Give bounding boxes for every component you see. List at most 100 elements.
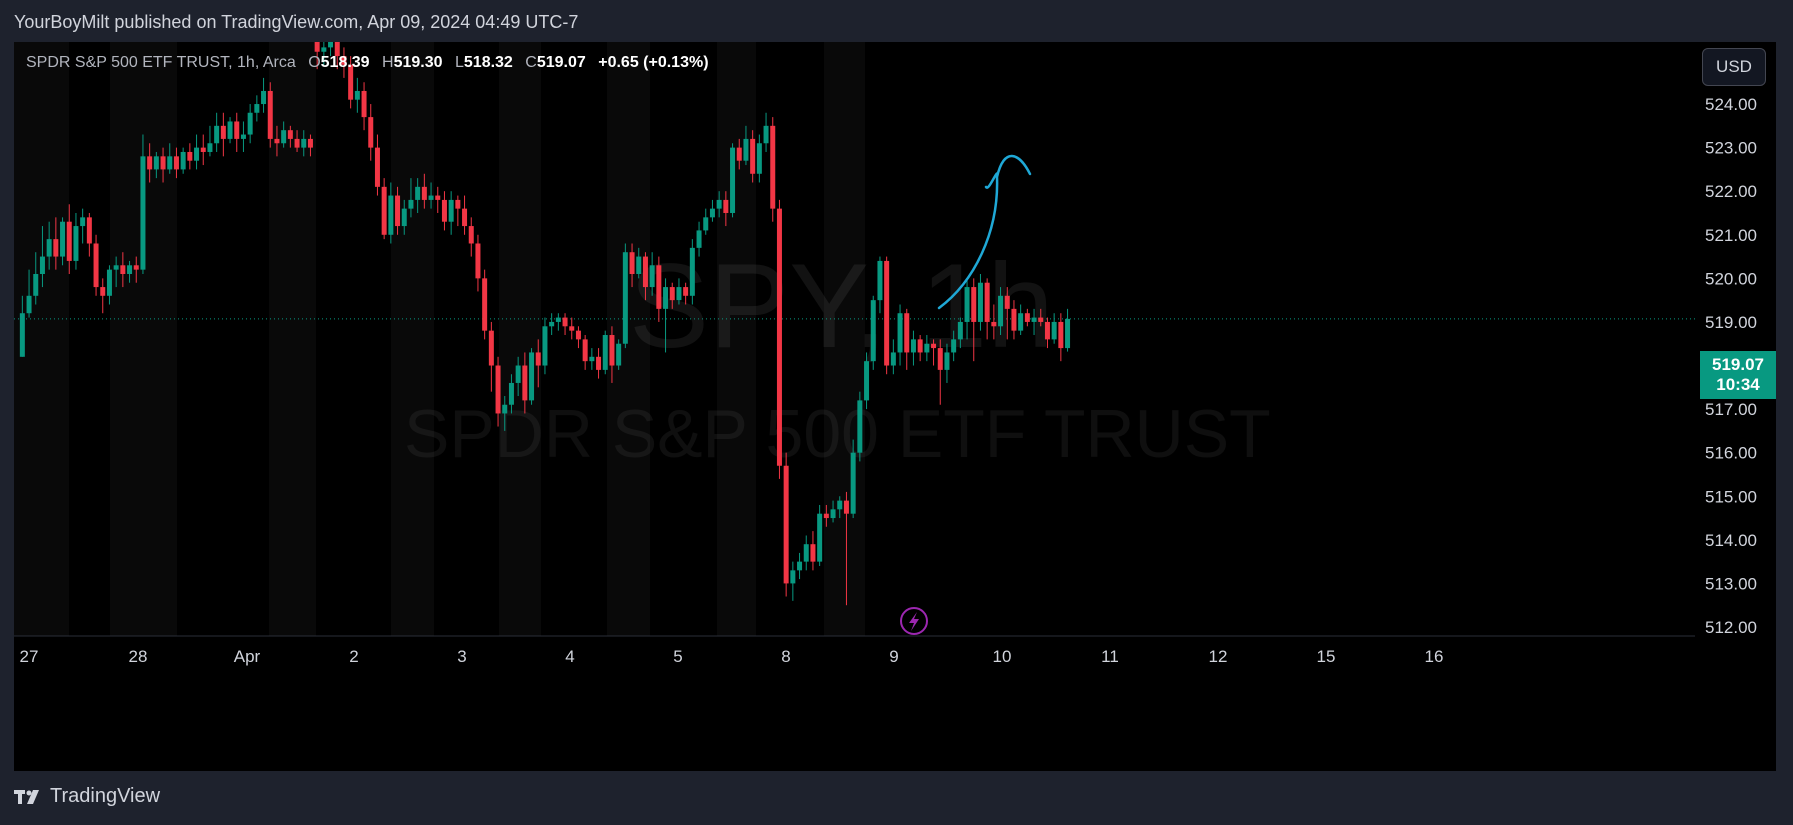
candle bbox=[736, 138, 742, 170]
candle bbox=[294, 130, 300, 152]
candle bbox=[214, 112, 220, 152]
candle-body bbox=[354, 90, 360, 100]
legend-symbol: SPDR S&P 500 ETF TRUST, 1h, Arca bbox=[26, 54, 296, 71]
candle-body bbox=[529, 352, 535, 401]
symbol-legend[interactable]: SPDR S&P 500 ETF TRUST, 1h, Arca O518.39… bbox=[26, 54, 709, 72]
candle bbox=[120, 252, 126, 288]
candle bbox=[502, 396, 508, 431]
candle bbox=[669, 282, 675, 309]
candle bbox=[897, 304, 903, 366]
candle bbox=[864, 352, 870, 410]
candle-body bbox=[428, 195, 434, 200]
candle bbox=[837, 496, 843, 519]
candle bbox=[904, 308, 910, 370]
legend-high: 519.30 bbox=[393, 54, 443, 71]
candle bbox=[314, 42, 320, 70]
price-tick-label: 520.00 bbox=[1705, 269, 1757, 288]
candle-body bbox=[388, 195, 394, 235]
price-tick-label: 524.00 bbox=[1705, 95, 1757, 114]
candle bbox=[247, 104, 253, 144]
candle bbox=[1004, 287, 1010, 340]
candle bbox=[401, 199, 407, 235]
candle-body bbox=[415, 186, 421, 200]
candle bbox=[408, 178, 414, 218]
candle bbox=[1065, 308, 1071, 352]
candle-body bbox=[46, 239, 52, 257]
legend-change: +0.65 (+0.13%) bbox=[598, 54, 709, 71]
candle bbox=[823, 504, 829, 527]
candle bbox=[287, 125, 293, 148]
candle-body bbox=[267, 90, 273, 139]
candle bbox=[73, 212, 79, 270]
candle bbox=[964, 278, 970, 340]
candle-body bbox=[1031, 317, 1037, 322]
candle bbox=[200, 134, 206, 166]
publish-line: YourBoyMilt published on TradingView.com… bbox=[14, 12, 579, 32]
candle bbox=[281, 121, 287, 148]
candle bbox=[998, 287, 1004, 336]
candle bbox=[884, 256, 890, 375]
candle bbox=[569, 317, 575, 340]
time-axis: 27 28 Apr 2 3 4 5 8 9 10 11 12 15 16 bbox=[14, 635, 1695, 666]
candle-body bbox=[53, 239, 59, 257]
candle bbox=[642, 252, 648, 301]
candle bbox=[609, 326, 615, 383]
candle-body bbox=[167, 156, 173, 170]
candle bbox=[354, 77, 360, 113]
candle-body bbox=[207, 143, 213, 152]
candle bbox=[328, 42, 334, 57]
candle bbox=[656, 256, 662, 322]
candle bbox=[636, 247, 642, 279]
candle-body bbox=[790, 570, 796, 584]
candle-body bbox=[180, 151, 186, 170]
candle bbox=[106, 265, 112, 305]
candle bbox=[857, 391, 863, 462]
candle bbox=[274, 125, 280, 157]
candle-body bbox=[66, 221, 72, 261]
candle-body bbox=[113, 265, 119, 270]
candle bbox=[629, 243, 635, 288]
candle bbox=[33, 252, 39, 305]
candle-body bbox=[408, 199, 414, 209]
candle bbox=[790, 561, 796, 601]
candle-body bbox=[100, 287, 106, 296]
candle-body bbox=[931, 343, 937, 349]
candle bbox=[1051, 313, 1057, 344]
candle-body bbox=[575, 330, 581, 340]
chart-pane[interactable]: SPY, 1h SPDR S&P 500 ETF TRUST 512.00 513… bbox=[14, 42, 1776, 771]
candle bbox=[301, 130, 307, 157]
candle-body bbox=[153, 156, 159, 170]
candle bbox=[1038, 308, 1044, 327]
candle bbox=[957, 317, 963, 349]
candle bbox=[716, 191, 722, 218]
candle bbox=[709, 199, 715, 222]
candle-body bbox=[596, 356, 602, 370]
candle bbox=[341, 47, 347, 78]
candle-body bbox=[857, 400, 863, 453]
candle-body bbox=[663, 287, 669, 309]
candle bbox=[890, 339, 896, 375]
tradingview-logo-icon bbox=[14, 789, 39, 804]
candle-body bbox=[830, 509, 836, 519]
candle-body bbox=[173, 156, 179, 170]
candle-body bbox=[214, 125, 220, 144]
price-chart[interactable]: SPY, 1h SPDR S&P 500 ETF TRUST 512.00 513… bbox=[14, 42, 1776, 771]
candle-body bbox=[261, 90, 267, 105]
legend-low: 518.32 bbox=[463, 54, 513, 71]
candle bbox=[522, 352, 528, 414]
candle bbox=[616, 339, 622, 370]
candle-body bbox=[998, 295, 1004, 327]
candle bbox=[39, 226, 45, 288]
currency-button[interactable]: USD bbox=[1702, 48, 1766, 86]
brand[interactable]: TradingView bbox=[14, 785, 160, 808]
candle-body bbox=[60, 221, 66, 257]
candle bbox=[843, 491, 849, 606]
candle-body bbox=[723, 199, 729, 213]
candle bbox=[448, 191, 454, 235]
candle bbox=[475, 234, 481, 292]
candle-body bbox=[73, 226, 79, 261]
candle-body bbox=[39, 256, 45, 275]
lightning-indicator[interactable] bbox=[900, 607, 928, 635]
candle bbox=[991, 304, 997, 340]
candle bbox=[368, 104, 374, 161]
